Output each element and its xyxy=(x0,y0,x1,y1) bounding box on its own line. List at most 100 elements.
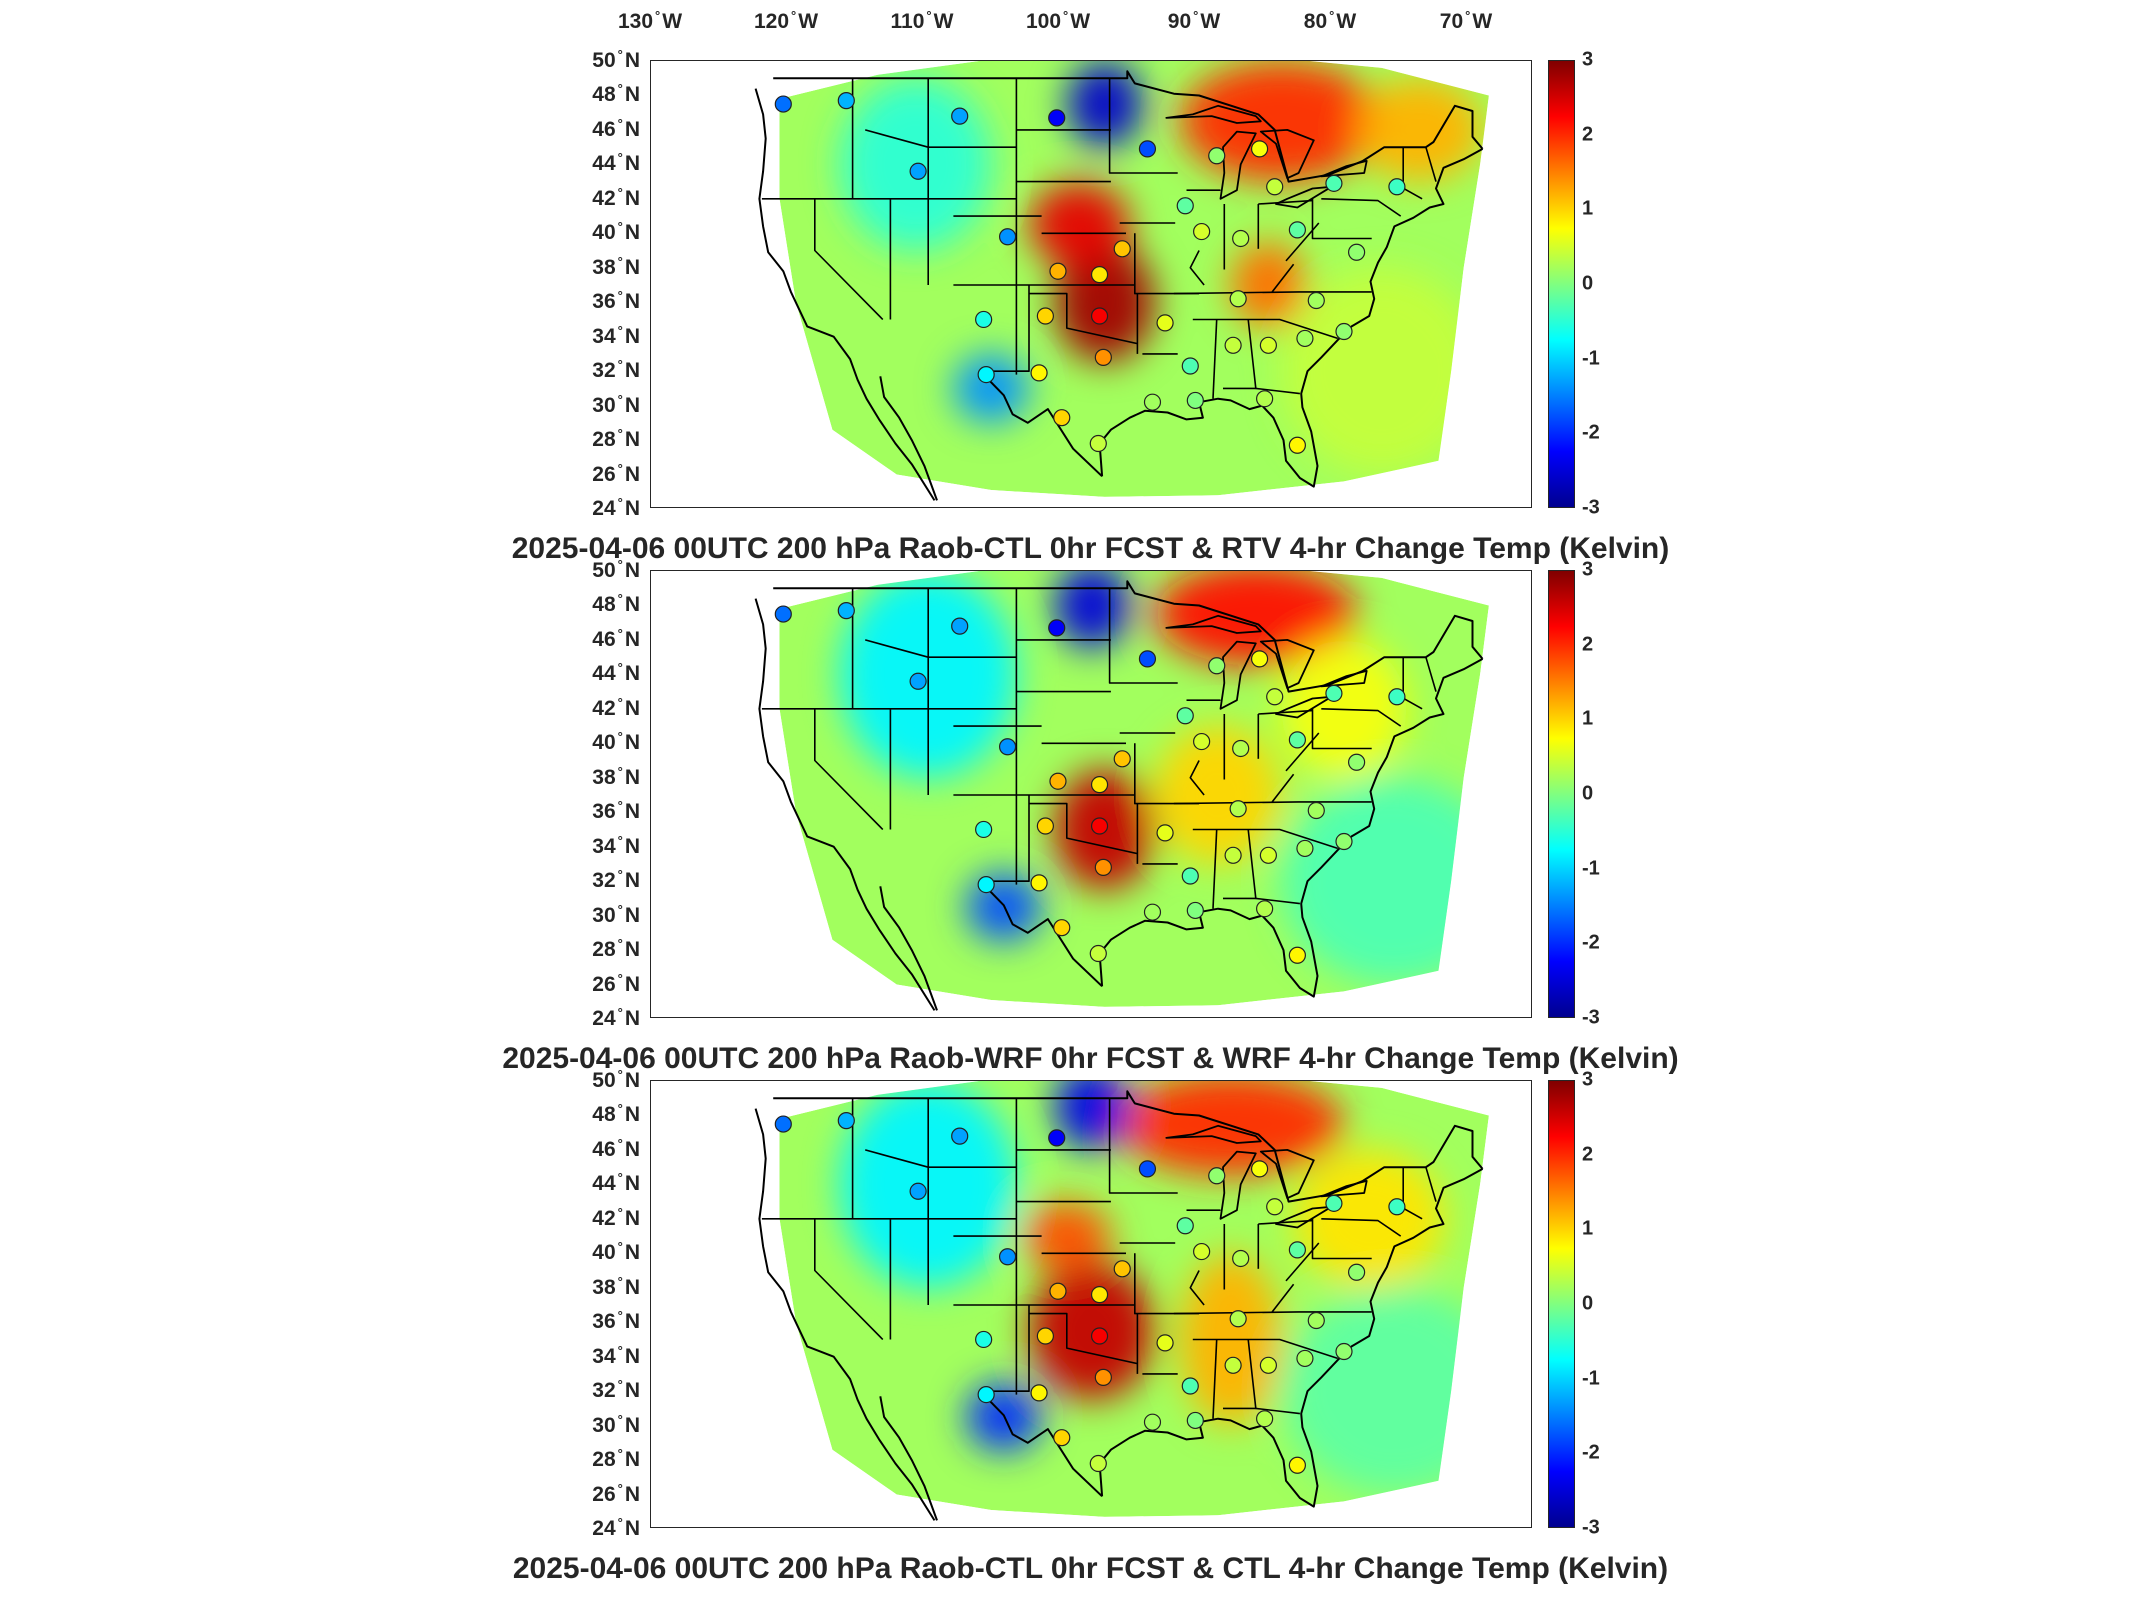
raob-station-marker xyxy=(1090,1286,1109,1304)
latitude-value: 26 xyxy=(592,1482,616,1506)
raob-station-marker xyxy=(1232,1249,1250,1268)
latitude-suffix: N xyxy=(624,290,640,314)
colorbar-tick-label: -1 xyxy=(1582,857,1600,880)
raob-station-marker xyxy=(1307,1311,1325,1330)
raob-station-marker xyxy=(1048,1129,1066,1147)
raob-station-marker xyxy=(951,107,969,125)
latitude-value: 24 xyxy=(592,1517,616,1540)
longitude-label: 90 °W xyxy=(1167,8,1221,33)
latitude-suffix: N xyxy=(624,393,640,417)
latitude-label: 48 °N xyxy=(592,591,640,617)
raob-station-marker xyxy=(1266,1198,1284,1216)
temperature-field xyxy=(779,571,1489,1007)
latitude-value: 28 xyxy=(592,1448,616,1472)
latitude-suffix: N xyxy=(624,186,640,210)
colorbar-tick-label: -3 xyxy=(1582,1516,1600,1539)
latitude-label: 36 °N xyxy=(592,288,640,314)
latitude-value: 34 xyxy=(592,834,616,858)
latitude-label: 46 °N xyxy=(592,115,640,141)
latitude-value: 42 xyxy=(592,1206,616,1230)
raob-station-marker xyxy=(1143,393,1162,411)
colorbar-tick-label: -2 xyxy=(1582,1441,1600,1464)
raob-station-marker xyxy=(1048,619,1066,637)
latitude-value: 38 xyxy=(592,255,616,279)
raob-station-marker xyxy=(1325,684,1343,702)
raob-station-marker xyxy=(909,162,927,180)
map-plot xyxy=(754,61,1489,501)
longitude-label: 120 °W xyxy=(753,8,819,33)
latitude-suffix: N xyxy=(624,359,640,383)
latitude-value: 48 xyxy=(592,593,616,617)
longitude-suffix: W xyxy=(1472,10,1493,33)
latitude-value: 46 xyxy=(592,117,616,141)
latitude-suffix: N xyxy=(624,972,640,996)
raob-station-marker xyxy=(1193,732,1211,751)
raob-station-marker xyxy=(1388,1198,1406,1216)
latitude-suffix: N xyxy=(624,117,640,141)
latitude-label: 28 °N xyxy=(592,426,640,452)
latitude-suffix: N xyxy=(624,1275,640,1299)
raob-station-marker xyxy=(1193,1242,1211,1261)
raob-station-marker xyxy=(1181,1377,1199,1395)
longitude-value: 90 xyxy=(1167,10,1192,33)
latitude-suffix: N xyxy=(624,1172,640,1196)
raob-station-marker xyxy=(1181,867,1199,885)
latitude-value: 40 xyxy=(592,731,616,755)
latitude-suffix: N xyxy=(624,428,640,452)
raob-station-marker xyxy=(1090,817,1109,835)
panel-title: 2025-04-06 00UTC 200 hPa Raob-CTL 0hr FC… xyxy=(511,532,1670,565)
latitude-value: 34 xyxy=(592,324,616,348)
raob-station-marker xyxy=(1229,290,1247,308)
raob-station-marker xyxy=(1325,1194,1343,1212)
latitude-value: 30 xyxy=(592,903,616,927)
latitude-label: 30 °N xyxy=(592,1411,640,1437)
colorbar-tick-label: 2 xyxy=(1582,123,1594,146)
latitude-suffix: N xyxy=(624,1517,640,1540)
raob-station-marker xyxy=(1036,817,1054,835)
raob-station-marker xyxy=(1186,1411,1204,1430)
longitude-value: 120 xyxy=(753,10,790,33)
raob-station-marker xyxy=(1288,1456,1306,1474)
raob-station-marker xyxy=(1113,240,1131,258)
latitude-value: 32 xyxy=(592,1379,616,1403)
latitude-suffix: N xyxy=(624,1379,640,1403)
longitude-value: 80 xyxy=(1303,10,1328,33)
latitude-label: 40 °N xyxy=(592,1239,640,1265)
latitude-label: 30 °N xyxy=(592,901,640,927)
raob-station-marker xyxy=(774,1115,792,1133)
raob-station-marker xyxy=(1250,140,1269,158)
latitude-suffix: N xyxy=(624,1007,640,1030)
raob-station-marker xyxy=(1181,357,1199,375)
map-panel: 50 °N 48 °N 46 °N 44 °N 42 °N 40 °N 38 °N 36 °N 34 °N 32 °N… xyxy=(0,1067,2133,1590)
raob-station-marker xyxy=(1049,1282,1067,1300)
latitude-suffix: N xyxy=(624,593,640,617)
latitude-suffix: N xyxy=(624,834,640,858)
colorbar-tick-label: 3 xyxy=(1582,558,1594,581)
raob-station-marker xyxy=(998,228,1017,246)
raob-station-marker xyxy=(1036,307,1054,325)
raob-station-marker xyxy=(1388,178,1406,196)
raob-station-marker xyxy=(1193,222,1211,241)
raob-station-marker xyxy=(1156,314,1174,332)
latitude-label: 40 °N xyxy=(592,219,640,245)
latitude-label: 30 °N xyxy=(592,391,640,417)
latitude-suffix: N xyxy=(624,324,640,348)
raob-station-marker xyxy=(1296,839,1314,858)
latitude-label: 26 °N xyxy=(592,460,640,486)
colorbar-tick-label: 2 xyxy=(1582,633,1594,656)
latitude-suffix: N xyxy=(624,765,640,789)
raob-station-marker xyxy=(837,1112,855,1130)
raob-station-marker xyxy=(1325,174,1343,192)
longitude-suffix: W xyxy=(1070,10,1091,33)
raob-station-marker xyxy=(998,1248,1017,1266)
raob-station-marker xyxy=(977,1386,995,1404)
latitude-suffix: N xyxy=(624,731,640,755)
raob-station-marker xyxy=(1250,650,1269,668)
latitude-value: 46 xyxy=(592,627,616,651)
latitude-label: 24 °N xyxy=(592,1005,640,1030)
colorbar-tick-label: 0 xyxy=(1582,1292,1594,1315)
latitude-value: 24 xyxy=(592,497,616,520)
raob-station-marker xyxy=(1208,657,1226,675)
latitude-value: 50 xyxy=(592,559,616,582)
raob-station-marker xyxy=(1094,858,1112,876)
